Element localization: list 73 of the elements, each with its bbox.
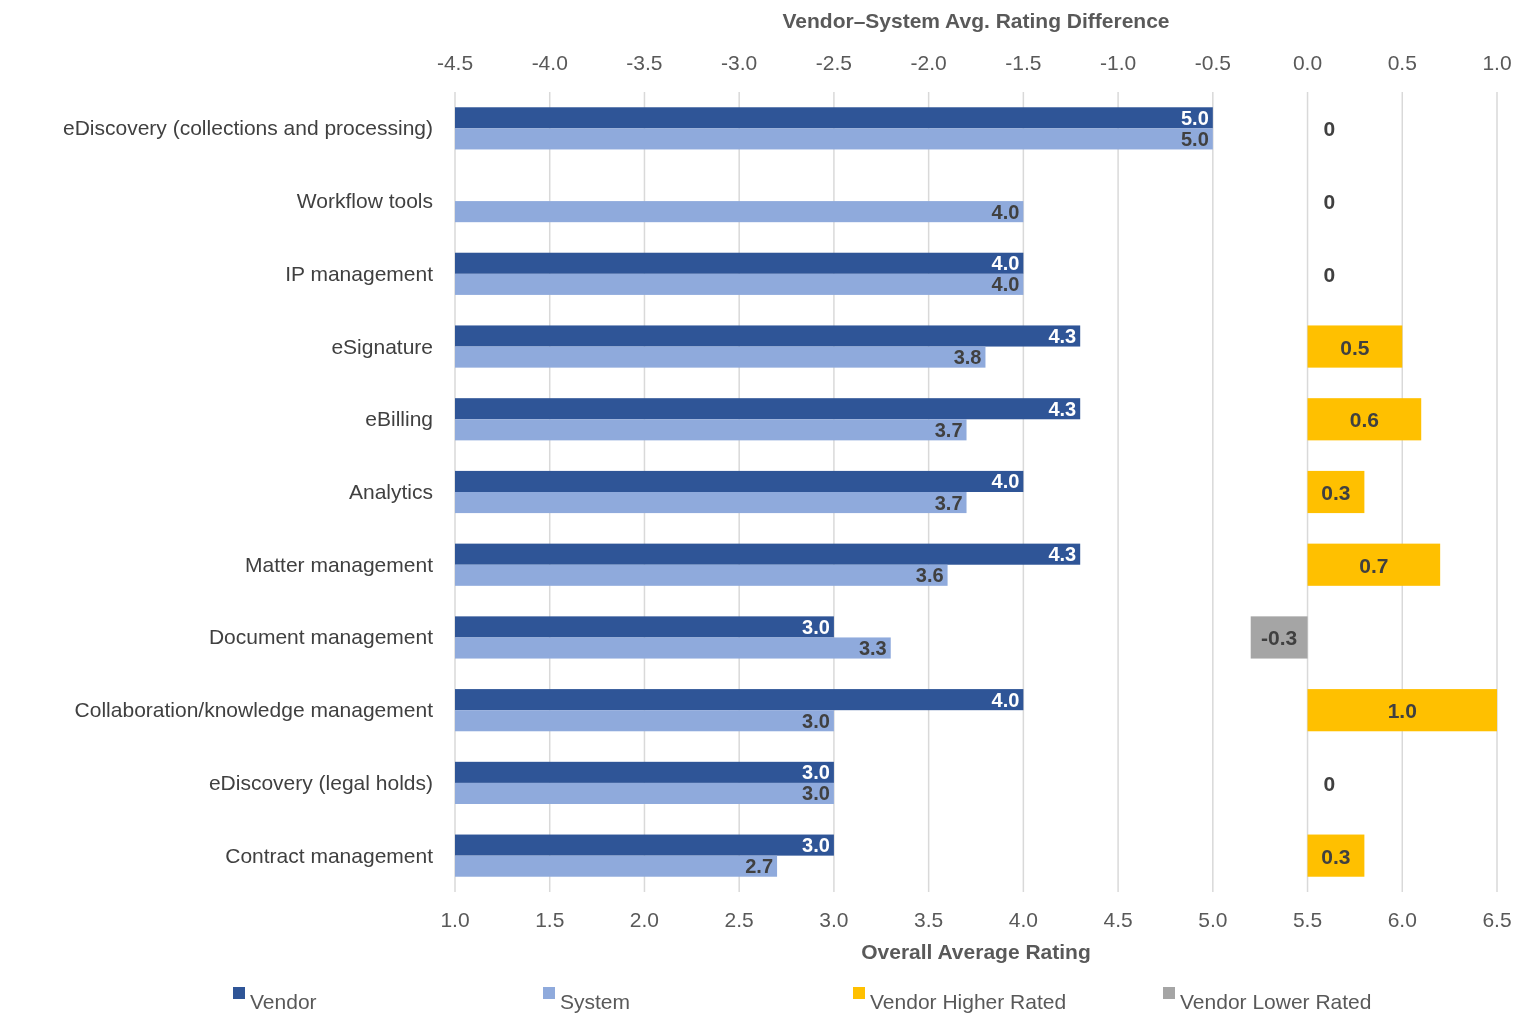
legend-label: System: [560, 990, 631, 1013]
data-label: 3.3: [858, 637, 887, 659]
y-tick-label: Contract management: [225, 843, 434, 867]
x-tick-label: 2.5: [724, 908, 754, 931]
y-tick-label: Collaboration/knowledge management: [74, 698, 434, 722]
x-tick-label: 3.0: [819, 908, 849, 931]
x-tick-label: 2.0: [629, 908, 660, 931]
x-tick-label: 6.5: [1482, 908, 1512, 931]
y-tick-label: eDiscovery (collections and processing): [63, 116, 433, 140]
legend-label: Vendor Higher Rated: [870, 990, 1067, 1013]
x-tick-label: 1.5: [535, 908, 565, 931]
x2-tick-label: -1.0: [1100, 51, 1137, 74]
data-label: 4.0: [991, 470, 1020, 493]
legend-label: Vendor Lower Rated: [1180, 990, 1372, 1013]
x-tick-label: 1.0: [440, 908, 470, 931]
data-label: 3.0: [802, 709, 830, 732]
x-tick-label: 3.5: [914, 908, 944, 931]
x2-tick-label: -2.5: [815, 51, 852, 74]
x2-tick-label: -4.0: [531, 51, 568, 74]
data-label: 0: [1323, 190, 1336, 214]
data-label: 4.0: [991, 273, 1020, 296]
data-label: 4.0: [991, 200, 1020, 223]
data-label: 0: [1323, 117, 1336, 141]
x2-tick-label: -1.5: [1005, 51, 1042, 74]
x-axis-title: Overall Average Rating: [861, 940, 1091, 963]
x-tick-label: 4.5: [1103, 908, 1133, 931]
data-label: 0.7: [1359, 553, 1389, 577]
x-tick-label: 4.0: [1008, 908, 1038, 931]
data-label: -0.3: [1261, 626, 1298, 650]
y-tick-label: eSignature: [331, 334, 433, 358]
data-label: 0.6: [1349, 408, 1379, 432]
y-tick-label: Workflow tools: [296, 189, 433, 213]
data-label: 3.6: [915, 564, 944, 587]
data-label: 5.0: [1181, 127, 1209, 150]
data-label: 4.0: [991, 688, 1020, 711]
x2-tick-label: 1.0: [1482, 51, 1512, 74]
data-label: 3.0: [802, 761, 830, 784]
x-tick-label: 6.0: [1387, 908, 1417, 931]
data-label: 0: [1323, 262, 1336, 286]
y-tick-label: Analytics: [348, 480, 433, 503]
data-label: 3.0: [802, 615, 830, 638]
legend-label: Vendor: [250, 990, 317, 1013]
data-label: 2.7: [745, 855, 774, 878]
x2-tick-label: -3.5: [626, 51, 663, 74]
data-label: 1.0: [1387, 699, 1417, 723]
data-label: 3.0: [802, 782, 830, 805]
data-label: 0: [1323, 771, 1336, 795]
chart-title: Vendor–System Avg. Rating Difference: [782, 9, 1170, 32]
data-label: 4.3: [1048, 543, 1077, 566]
x2-tick-label: -3.0: [721, 51, 758, 74]
data-label: 4.3: [1048, 325, 1077, 347]
y-tick-label: eDiscovery (legal holds): [208, 770, 433, 794]
data-label: 3.8: [953, 346, 982, 369]
data-label: 0.3: [1321, 844, 1351, 868]
data-label: 0.5: [1340, 335, 1370, 359]
x2-tick-label: -0.5: [1194, 51, 1231, 74]
x-tick-label: 5.5: [1292, 908, 1323, 931]
data-label: 3.7: [934, 491, 963, 514]
data-label: 4.3: [1048, 397, 1077, 420]
x2-tick-label: 0.5: [1387, 51, 1417, 74]
data-label: 5.0: [1181, 106, 1209, 129]
y-tick-label: IP management: [285, 261, 434, 285]
data-label: 0.3: [1321, 481, 1351, 504]
x2-tick-label: -2.0: [910, 51, 947, 74]
y-tick-label: eBilling: [365, 407, 433, 431]
y-tick-label: Document management: [208, 625, 434, 649]
x2-tick-label: 0.0: [1292, 51, 1323, 74]
y-tick-label: Matter management: [245, 552, 434, 576]
x-tick-label: 5.0: [1198, 908, 1228, 931]
data-label: 3.7: [934, 418, 963, 441]
x2-tick-label: -4.5: [436, 51, 474, 74]
data-label: 4.0: [991, 252, 1020, 275]
data-label: 3.0: [802, 834, 830, 857]
